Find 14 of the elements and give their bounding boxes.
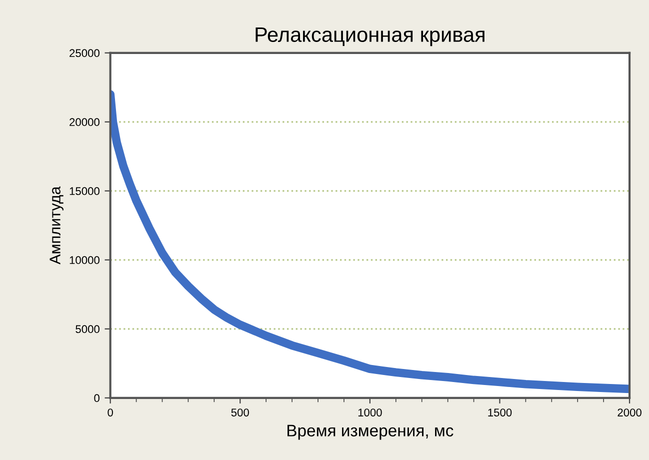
y-tick-label: 5000 [76,325,100,334]
y-axis-title: Амплитуда [50,186,64,264]
x-tick-label: 1500 [488,408,512,416]
x-tick-label: 2000 [618,408,642,416]
y-tick-label: 0 [94,394,100,402]
y-tick-label: 20000 [70,118,100,126]
y-tick-label: 10000 [70,256,100,264]
x-axis-title: Время измерения, мс [288,424,454,440]
y-tick-label: 15000 [70,187,100,196]
chart-title: Релаксационная кривая [256,27,484,46]
x-tick-label: 500 [231,408,249,416]
x-tick-label: 0 [108,408,113,416]
y-tick-label: 25000 [70,49,100,58]
x-tick-label: 1000 [358,408,382,416]
